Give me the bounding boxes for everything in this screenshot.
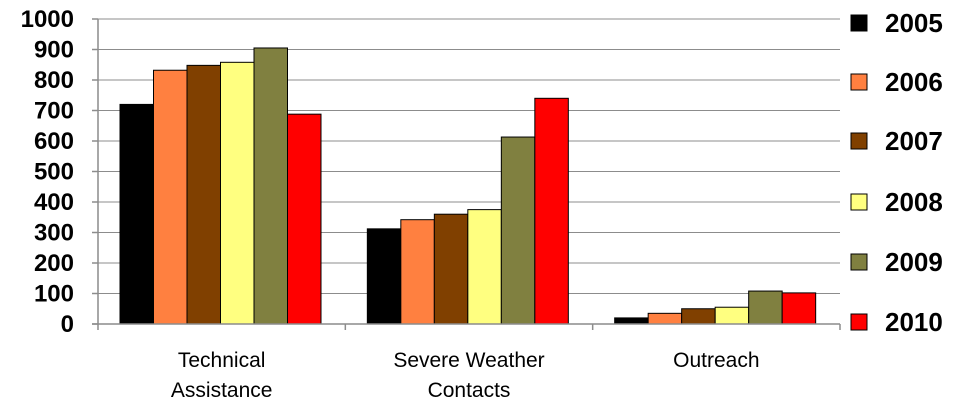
x-category-label: Outreach [673, 349, 759, 372]
legend-swatch-2005 [850, 14, 868, 32]
bar-2010-0 [287, 113, 322, 325]
bar-2005-2 [614, 317, 649, 325]
legend-label-2007: 2007 [885, 126, 943, 156]
axes [92, 18, 841, 330]
y-tick-label: 900 [34, 37, 74, 64]
y-tick-label: 500 [34, 159, 74, 186]
bar-2006-1 [400, 219, 435, 325]
x-category-label: Severe Weather [393, 349, 544, 372]
bar-2007-0 [186, 64, 221, 325]
legend-label-2005: 2005 [885, 8, 943, 38]
bar-2007-2 [681, 308, 716, 325]
legend-label-2008: 2008 [885, 187, 943, 217]
bar-2006-2 [647, 312, 683, 325]
bar-2008-0 [220, 61, 255, 325]
legend-swatch-2007 [850, 132, 868, 150]
bar-2005-0 [119, 103, 154, 325]
y-tick-label: 800 [34, 67, 74, 94]
bar-2005-1 [366, 228, 402, 325]
x-category-label: Assistance [171, 379, 273, 402]
y-tick-label: 700 [34, 98, 74, 125]
bar-2006-0 [153, 69, 188, 325]
bar-2008-1 [467, 209, 502, 325]
bar-2009-1 [500, 136, 536, 325]
legend-label-2006: 2006 [885, 67, 943, 97]
y-tick-label: 300 [34, 220, 74, 247]
legend-swatch-2006 [850, 73, 868, 91]
y-tick-label: 600 [34, 128, 74, 155]
bars [119, 47, 817, 325]
legend-label-2010: 2010 [885, 307, 943, 337]
bar-2008-2 [714, 306, 750, 325]
legend-swatch-2008 [850, 193, 868, 211]
y-axis-tick-labels: 0 100 200 300 400 500 600 700 800 900 1000 [21, 6, 74, 338]
legend: 2005 2006 2007 2008 2009 2010 [850, 8, 943, 337]
legend-swatch-2009 [850, 253, 868, 271]
y-tick-label: 200 [34, 250, 74, 277]
bar-2009-0 [253, 47, 288, 325]
y-tick-label: 0 [61, 311, 74, 338]
y-tick-label: 400 [34, 189, 74, 216]
bar-2007-1 [433, 213, 469, 325]
x-category-label: Technical [178, 349, 266, 372]
y-tick-label: 1000 [21, 6, 74, 33]
y-tick-label: 100 [34, 281, 74, 308]
x-category-label: Contacts [428, 379, 511, 402]
bar-2010-2 [781, 292, 817, 325]
legend-label-2009: 2009 [885, 247, 943, 277]
legend-swatch-2010 [850, 313, 868, 331]
bar-2010-1 [534, 97, 569, 325]
x-axis-category-labels: Technical Assistance Severe Weather Contact… [171, 349, 760, 402]
bar-2009-2 [748, 290, 783, 325]
